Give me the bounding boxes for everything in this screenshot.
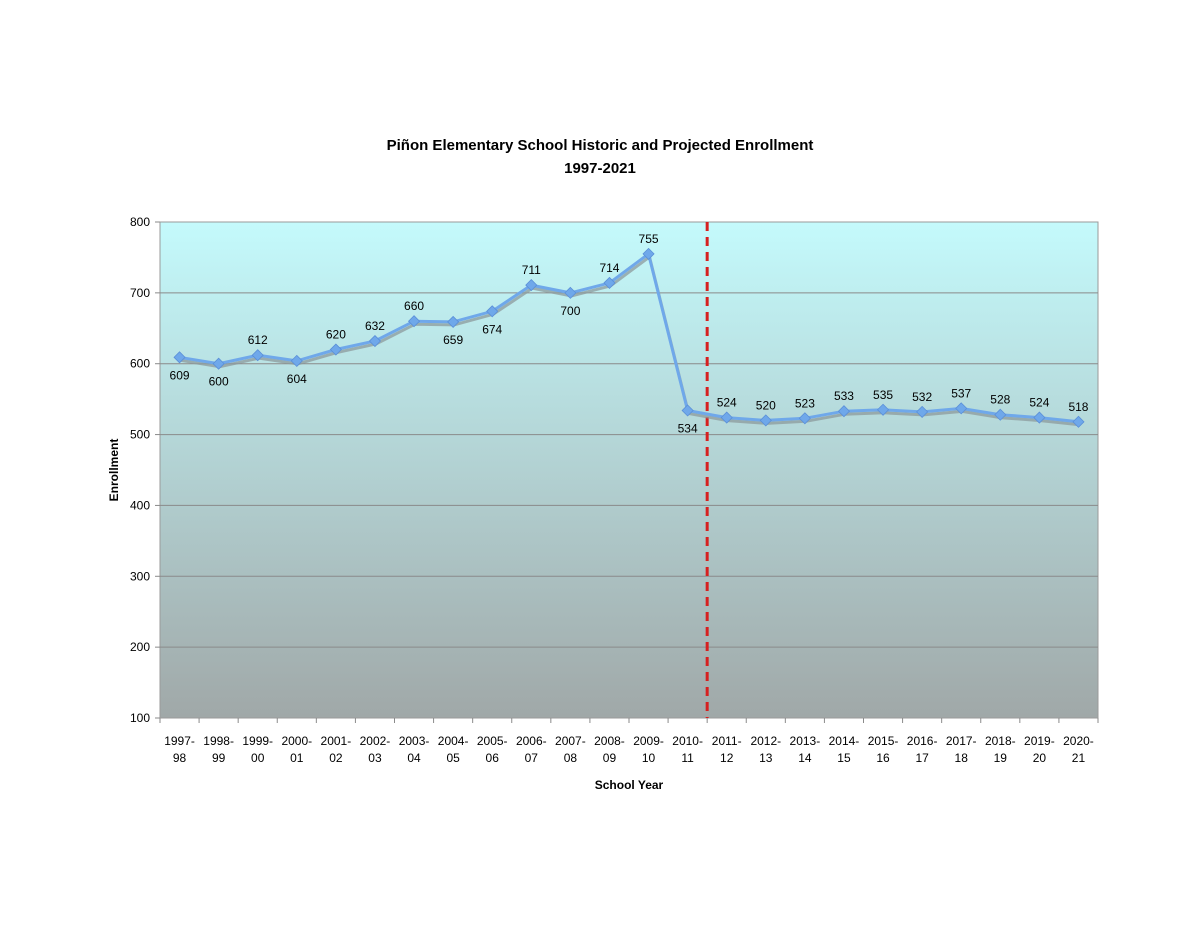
plot-area [159,221,1099,719]
data-label: 700 [560,304,580,318]
data-point-marker [564,286,577,299]
x-tick-label: 2009-10 [633,734,664,765]
data-point-marker [251,349,264,362]
data-label: 604 [287,372,307,386]
gridlines [160,292,1098,648]
data-label: 609 [170,368,190,382]
data-label: 523 [795,396,815,410]
data-label: 755 [639,232,659,246]
data-point-marker [837,405,851,418]
data-label: 524 [1029,396,1049,410]
x-tick-label: 1999-00 [242,734,273,765]
data-point-marker [1033,411,1046,424]
data-point-marker [603,276,616,290]
data-label: 534 [678,421,698,435]
data-point-marker [525,278,538,292]
data-point-marker [290,354,303,367]
data-label: 711 [522,263,541,277]
data-label: 533 [834,389,854,403]
data-label: 537 [951,386,971,400]
series-line [179,251,1079,424]
x-tick-label: 2010-11 [672,734,703,765]
x-tick-label: 2006-07 [516,734,547,765]
y-tick-label: 200 [130,640,150,654]
x-axis-ticks: 1997-98 1998-99 1999-00 2000-01 2001-02 2002-… [159,718,1099,765]
x-tick-label: 2018-19 [985,734,1016,765]
x-tick-label: 2011-12 [712,734,742,765]
x-tick-label: 2002-03 [360,734,391,765]
x-tick-label: 2005-06 [477,734,508,765]
x-tick-label: 2004-05 [438,734,469,765]
x-tick-label: 2013-14 [790,734,821,765]
x-tick-label: 2001-02 [321,734,352,765]
data-point-marker [329,343,342,356]
data-point-marker [486,305,499,318]
data-label: 520 [756,398,776,412]
data-point-marker [876,403,890,416]
data-point-marker [681,404,694,417]
data-point-marker [720,411,733,424]
data-label: 600 [209,375,229,389]
data-label: 714 [599,261,619,275]
x-tick-label: 1997-98 [164,734,195,765]
y-tick-label: 300 [130,569,150,583]
data-point-marker [212,357,225,370]
data-point-marker [642,247,655,260]
x-tick-label: 2015-16 [868,734,899,765]
x-axis-title: School Year [595,778,664,792]
y-tick-label: 100 [130,711,150,725]
y-axis-ticks: 100 200 300 400 500 600 700 800 [130,215,160,725]
x-tick-label: 1998-99 [203,734,234,765]
data-point-marker [994,408,1007,421]
y-axis-title: Enrollment [107,439,121,502]
data-label: 632 [365,319,385,333]
x-tick-label: 2014-15 [829,734,860,765]
data-point-marker [916,405,929,418]
data-point-marker [1072,415,1085,428]
x-tick-label: 2008-09 [594,734,625,765]
data-labels: 609 600 612 604 620 632 660 659 674 711 700 714 755 5… [170,232,1089,436]
chart-title: Piñon Elementary School Historic and Pro… [387,137,814,154]
data-label: 612 [248,333,268,347]
x-tick-label: 2003-04 [399,734,430,765]
data-label: 528 [990,393,1010,407]
data-label: 659 [443,333,463,347]
data-label: 674 [482,322,502,336]
series-enrollment [173,247,1085,428]
data-point-marker [759,414,772,427]
chart-subtitle: 1997-2021 [564,160,636,177]
y-tick-label: 800 [130,215,150,229]
data-point-marker [447,315,460,328]
y-tick-label: 600 [130,357,150,371]
x-tick-label: 2019-20 [1024,734,1055,765]
data-label: 518 [1068,400,1088,414]
data-label: 524 [717,396,737,410]
y-tick-label: 400 [130,498,150,512]
x-tick-label: 2016-17 [907,734,938,765]
data-point-marker [955,402,968,415]
y-tick-label: 700 [130,286,150,300]
data-point-marker [798,412,811,425]
data-point-marker [173,351,186,364]
data-label: 620 [326,328,346,342]
data-label: 532 [912,390,932,404]
series-line-shadow [180,254,1080,427]
data-point-marker [407,315,421,328]
x-tick-label: 2017-18 [946,734,977,765]
data-label: 535 [873,388,893,402]
x-tick-label: 2000-01 [281,734,312,765]
y-tick-label: 500 [130,428,150,442]
data-label: 660 [404,299,424,313]
x-tick-label: 2007-08 [555,734,586,765]
data-point-marker [368,334,382,348]
x-tick-label: 2020-21 [1063,734,1094,765]
x-tick-label: 2012-13 [750,734,781,765]
